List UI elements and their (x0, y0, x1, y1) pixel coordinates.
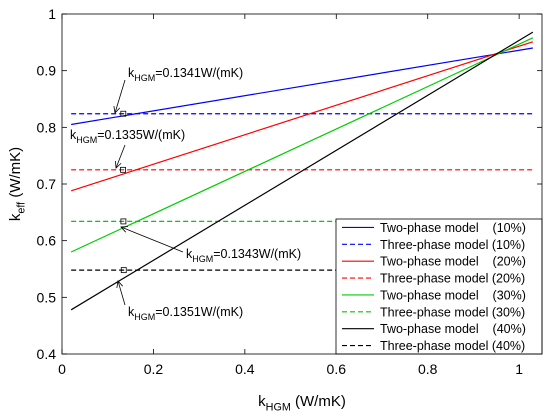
x-tick-label: 0.4 (235, 361, 255, 377)
y-tick-label: 0.8 (37, 119, 57, 135)
x-tick-label: 0.6 (327, 361, 347, 377)
x-tick-label: 0 (58, 361, 66, 377)
annotation-label-rest: =0.1343W/(mK) (213, 247, 301, 261)
point-marker (120, 166, 126, 173)
point-marker (120, 110, 127, 117)
arrow-head (113, 106, 121, 114)
y-tick-label: 0.6 (37, 233, 57, 249)
legend-label: Three-phase model (30%) (380, 305, 525, 319)
y-axis-label-rest: (W/mK) (7, 147, 24, 202)
y-tick-label: 0.9 (37, 63, 57, 79)
annotation-label-sub: HGM (134, 312, 155, 322)
point-marker (120, 218, 127, 225)
annotation-label-main: k (128, 66, 135, 80)
y-axis-label-main: k (7, 213, 24, 221)
x-tick-label: 1 (515, 361, 523, 377)
annotation-label-main: k (70, 128, 77, 142)
annotation-label: kHGM=0.1351W/(mK) (128, 305, 243, 322)
point-marker (120, 267, 127, 274)
annotation-label-sub: HGM (134, 73, 155, 83)
annotation-label-main: k (128, 305, 135, 319)
x-axis-label-sub: HGM (266, 402, 291, 414)
x-tick-label: 0.2 (144, 361, 164, 377)
x-axis-label-rest: (W/mK) (291, 393, 346, 410)
y-axis-label: keff (W/mK) (7, 147, 28, 221)
legend-label: Three-phase model (10%) (380, 238, 525, 252)
annotation-label: kHGM=0.1341W/(mK) (128, 66, 243, 83)
annotation-label-sub: HGM (76, 135, 97, 145)
y-tick-label: 1 (48, 6, 56, 22)
series-line (71, 47, 533, 126)
arrow-head (120, 226, 129, 233)
annotation-label: kHGM=0.1335W/(mK) (70, 128, 185, 145)
y-axis-label-sub: eff (16, 201, 28, 214)
legend: Two-phase model (10%) Three-phase model (… (335, 218, 543, 355)
y-tick-label: 0.4 (37, 346, 57, 362)
y-tick-label: 0.7 (37, 176, 57, 192)
annotation-label-rest: =0.1335W/(mK) (97, 128, 185, 142)
annotation-layer: kHGM=0.1341W/(mK)kHGM=0.1335W/(mK)kHGM=0… (70, 66, 301, 322)
legend-label: Two-phase model (30%) (380, 288, 526, 302)
series-line (70, 31, 534, 311)
x-axis-label: kHGM (W/mK) (258, 393, 346, 414)
annotation-label-sub: HGM (192, 254, 213, 264)
series-line (70, 37, 534, 253)
legend-label: Three-phase model (20%) (380, 272, 525, 286)
legend-label: Two-phase model (10%) (380, 221, 526, 235)
arrow-head (115, 160, 122, 169)
legend-label: Two-phase model (40%) (380, 322, 526, 336)
annotation-label: kHGM=0.1343W/(mK) (186, 247, 301, 264)
annotation-label-rest: =0.1351W/(mK) (155, 305, 243, 319)
legend-box (335, 218, 543, 355)
annotation-arrow (117, 280, 126, 306)
annotation-label-main: k (186, 247, 193, 261)
legend-label: Three-phase model (40%) (380, 339, 525, 353)
series-line (70, 41, 534, 192)
legend-label: Two-phase model (20%) (380, 255, 526, 269)
x-tick-label: 0.8 (418, 361, 438, 377)
annotation-arrow (120, 226, 184, 253)
annotation-arrow (114, 79, 126, 114)
arrow-head (116, 280, 123, 288)
annotation-label-rest: =0.1341W/(mK) (155, 66, 243, 80)
annotation-arrow (115, 144, 126, 169)
y-tick-label: 0.5 (37, 289, 57, 305)
x-axis-label-main: k (258, 393, 266, 410)
plot-frame (61, 13, 543, 355)
